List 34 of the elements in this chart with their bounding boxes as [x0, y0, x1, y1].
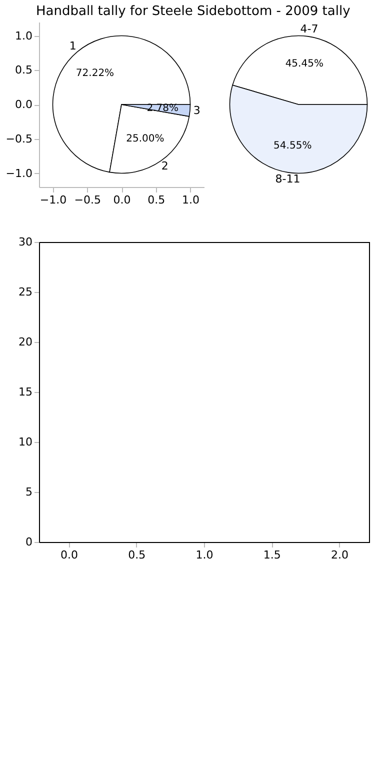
y-tick-label: 25	[18, 286, 32, 298]
x-tick-label: 0.0	[60, 548, 78, 562]
y-tick-label: 30	[18, 236, 32, 248]
y-tick-label: 20	[18, 336, 32, 348]
x-tick-label: 2.0	[330, 548, 348, 562]
slice-label: 3	[193, 104, 200, 118]
x-tick-label: 1.5	[263, 548, 281, 562]
slice-label: 1	[69, 40, 76, 53]
y-tick-label: 10	[18, 436, 32, 448]
data-label: 2.78%	[146, 103, 178, 114]
slice-label: 4-7	[300, 22, 318, 36]
pie-slice	[52, 35, 191, 173]
y-tick-label: 0.0	[15, 98, 32, 111]
y-tick-label: 15	[18, 386, 32, 398]
x-tick-label: −0.5	[74, 194, 101, 206]
slice-label: 2	[161, 159, 168, 172]
x-tick-label: 1.0	[182, 194, 200, 206]
data-label: 25.00%	[126, 133, 164, 144]
x-tick-label: 0.5	[148, 194, 166, 206]
x-tick-label: 0.5	[128, 548, 146, 562]
data-label: 45.45%	[285, 58, 324, 70]
data-label: 54.55%	[274, 140, 312, 152]
y-tick-label: 1.0	[15, 29, 32, 42]
chart-title: Handball tally for Steele Sidebottom - 2009 tally	[36, 4, 351, 19]
x-tick-label: 0.0	[113, 194, 131, 206]
y-tick-label: 5	[26, 486, 32, 498]
data-label: 72.22%	[76, 68, 114, 79]
x-tick-label: 1.0	[196, 548, 214, 562]
y-tick-label: −1.0	[6, 166, 32, 180]
x-tick-label: −1.0	[40, 194, 67, 206]
slice-label: 8-11	[275, 172, 300, 186]
y-tick-label: −0.5	[6, 132, 32, 146]
y-tick-label: 0.5	[15, 64, 32, 77]
y-tick-label: 0	[26, 536, 32, 548]
